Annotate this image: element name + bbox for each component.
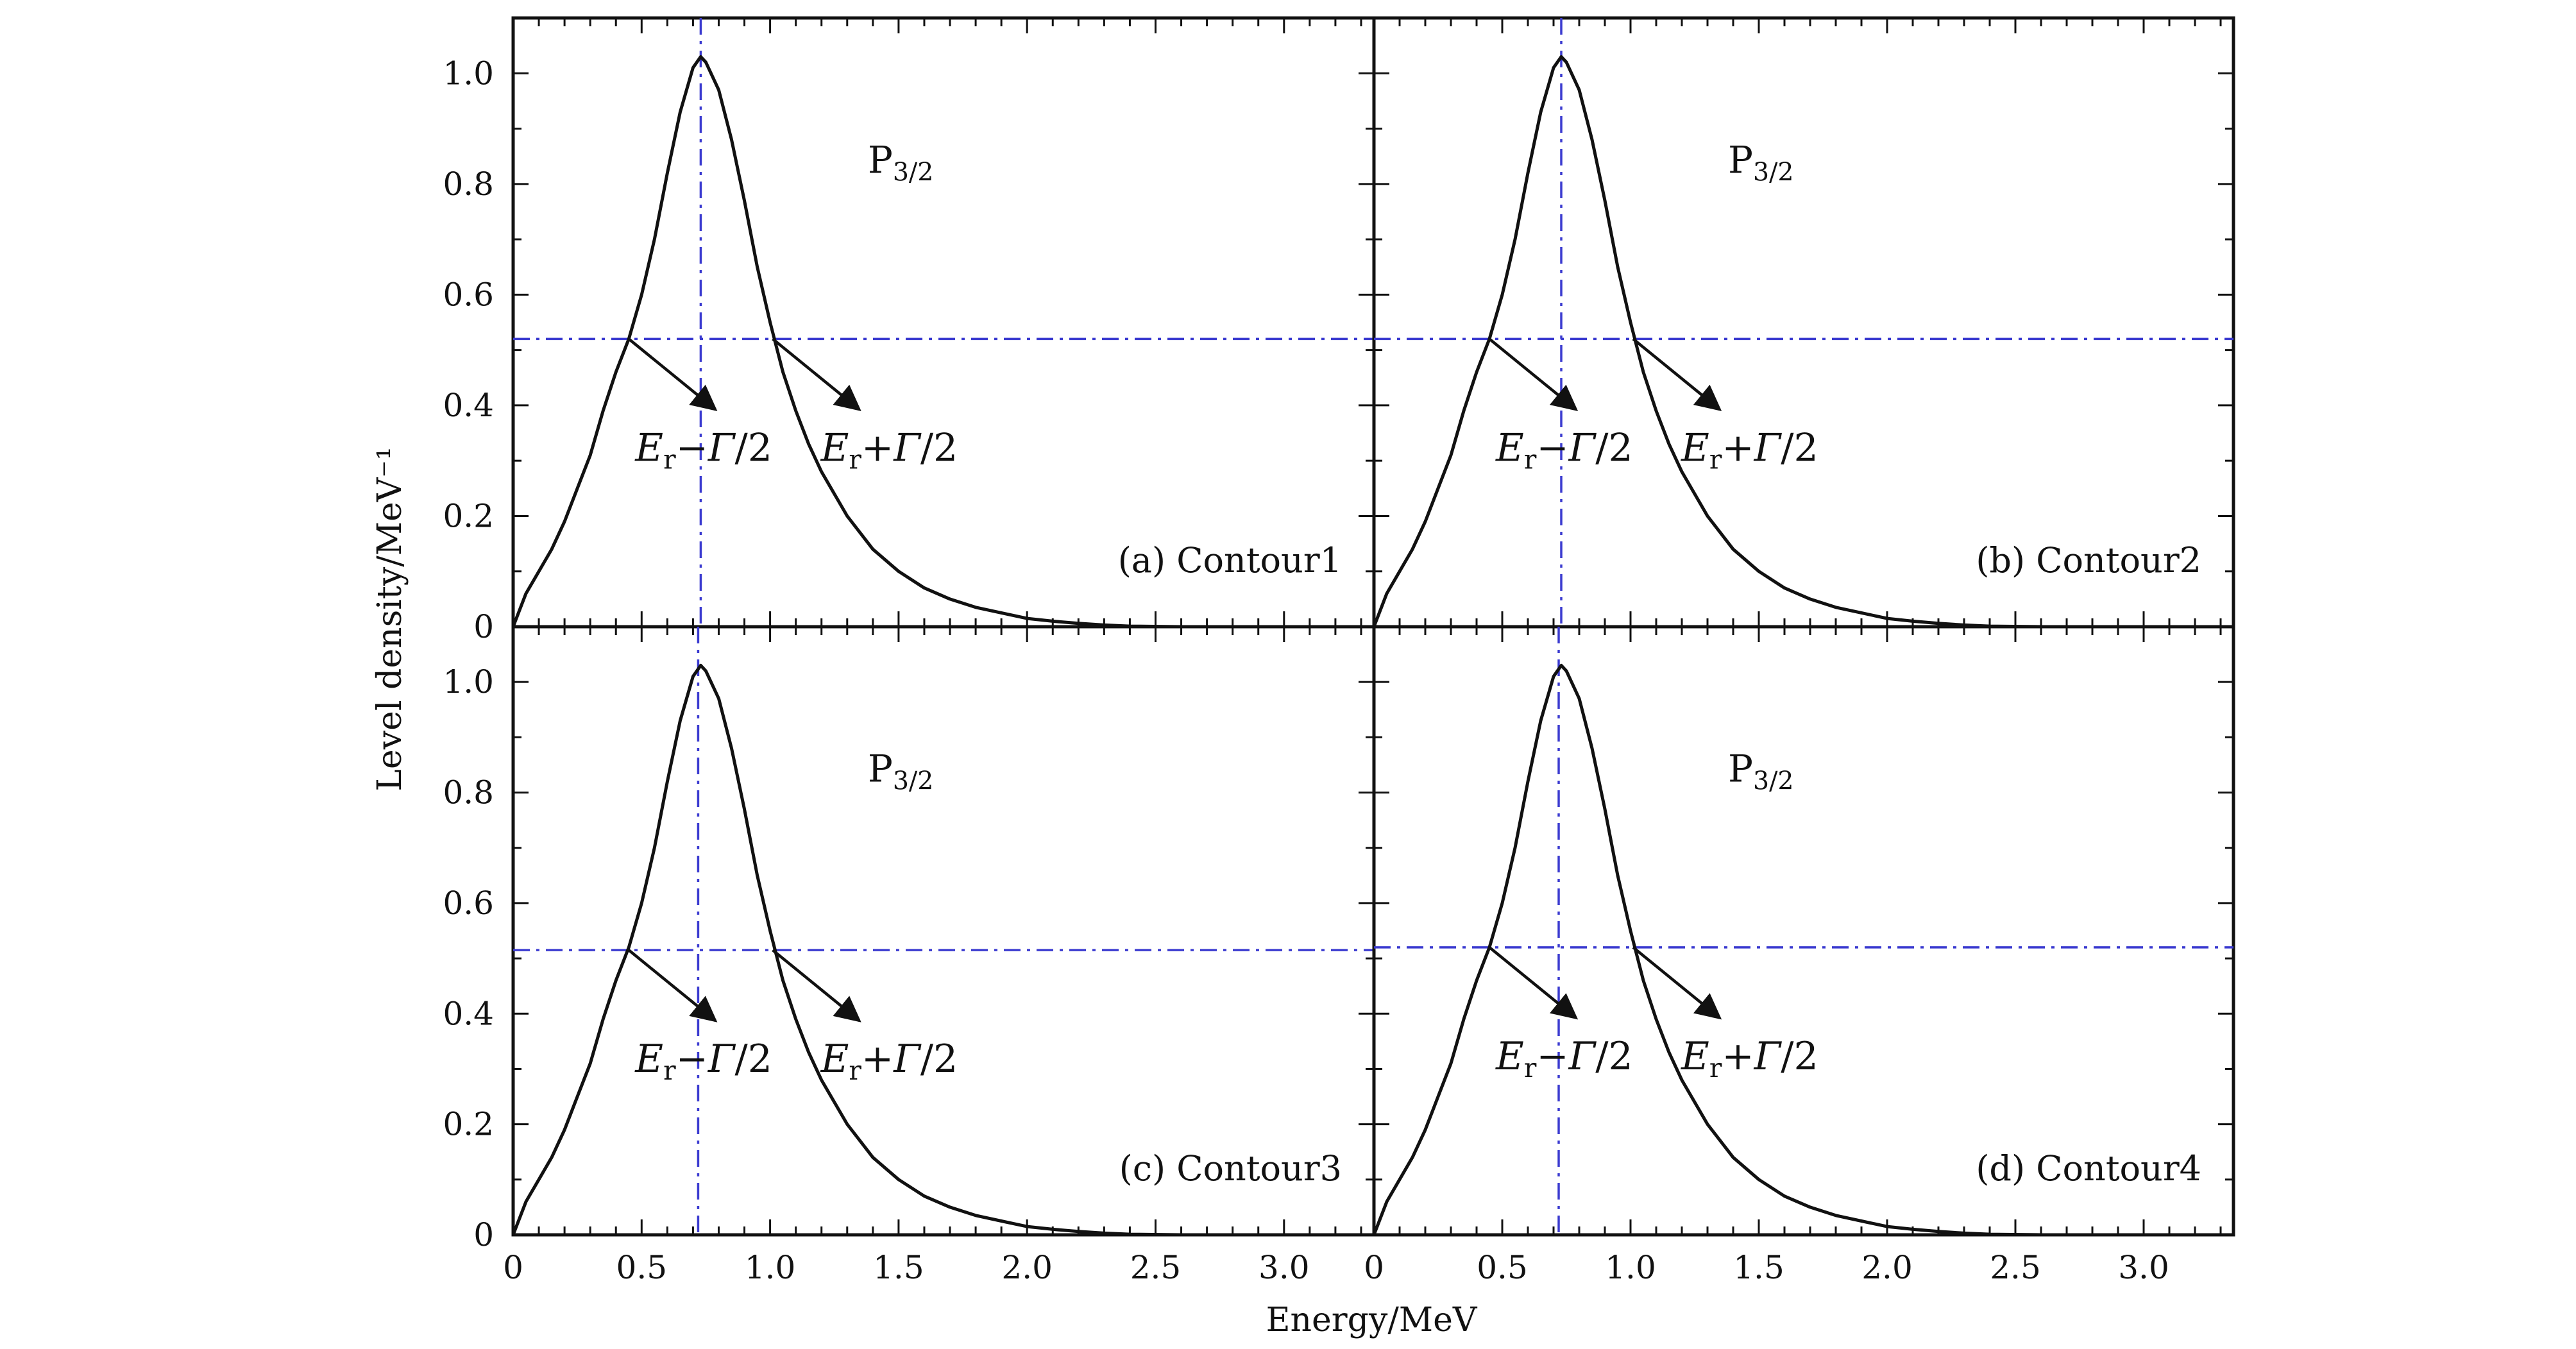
x-tick-label: 1.0 bbox=[1605, 1249, 1656, 1286]
x-tick-label: 1.0 bbox=[745, 1249, 796, 1286]
annotation-left: Er−Γ/2 bbox=[634, 1037, 772, 1086]
level-density-curve bbox=[511, 55, 1374, 629]
panel-label: (a) Contour1 bbox=[1118, 540, 1342, 581]
panel-label: (b) Contour2 bbox=[1976, 540, 2201, 581]
arrow-right bbox=[1632, 337, 1722, 411]
y-tick-label: 0.8 bbox=[443, 165, 494, 203]
x-tick-label: 0.5 bbox=[1477, 1249, 1528, 1286]
arrow-left bbox=[627, 337, 718, 411]
annotation-right: Er+Γ/2 bbox=[1681, 425, 1818, 475]
x-axis-title: Energy/MeV bbox=[1266, 1301, 1478, 1339]
y-tick-label: 1.0 bbox=[443, 663, 494, 700]
panel-frame bbox=[1372, 625, 2235, 1237]
y-tick-label: 0 bbox=[473, 608, 494, 645]
level-density-curve bbox=[1372, 663, 2233, 1237]
arrow-left bbox=[627, 949, 718, 1022]
state-label: P3/2 bbox=[868, 139, 933, 187]
x-tick-label: 3.0 bbox=[2118, 1249, 2169, 1286]
x-tick-label: 3.0 bbox=[1258, 1249, 1310, 1286]
annotation-right: Er+Γ/2 bbox=[820, 425, 958, 475]
state-label: P3/2 bbox=[1728, 747, 1793, 795]
annotation-left: Er−Γ/2 bbox=[634, 425, 772, 475]
x-tick-label: 1.5 bbox=[873, 1249, 924, 1286]
panel-a: 0 0.2 0.4 0.6 0.8 1.0 Er−Γ/2 Er+Γ/2 P3/2 (a) Cont… bbox=[443, 16, 1376, 645]
arrow-right bbox=[772, 337, 861, 411]
arrow-left bbox=[1488, 946, 1579, 1020]
annotation-left: Er−Γ/2 bbox=[1495, 425, 1633, 475]
y-tick-label: 0 bbox=[473, 1216, 494, 1253]
x-tick-label: 2.0 bbox=[1001, 1249, 1053, 1286]
x-tick-label: 0.5 bbox=[616, 1249, 668, 1286]
state-label: P3/2 bbox=[868, 747, 933, 795]
y-tick-label: 1.0 bbox=[443, 55, 494, 92]
arrow-left bbox=[1488, 337, 1579, 411]
panels-layer: 0 0.2 0.4 0.6 0.8 1.0 Er−Γ/2 Er+Γ/2 P3/2 (a) Cont… bbox=[443, 16, 2235, 1286]
arrow-right bbox=[1632, 946, 1722, 1020]
y-tick-label: 0.2 bbox=[443, 497, 494, 534]
annotation-left: Er−Γ/2 bbox=[1495, 1034, 1633, 1083]
x-tick-label: 2.0 bbox=[1861, 1249, 1913, 1286]
panel-d: 0 0.5 1.0 1.5 2.0 2.5 3.0 Er−Γ/2 Er+Γ/2 P3/2 (d) C… bbox=[1364, 625, 2235, 1286]
y-axis-title: Level density/MeV⁻¹ bbox=[371, 446, 409, 791]
x-tick-label: 0 bbox=[503, 1249, 523, 1286]
state-label: P3/2 bbox=[1728, 139, 1793, 187]
panel-frame bbox=[1372, 16, 2235, 629]
y-tick-label: 0.8 bbox=[443, 774, 494, 811]
level-density-curve bbox=[1372, 55, 2233, 629]
panel-frame bbox=[511, 16, 1376, 629]
x-tick-label: 1.5 bbox=[1733, 1249, 1784, 1286]
annotation-right: Er+Γ/2 bbox=[820, 1037, 958, 1086]
arrow-right bbox=[772, 949, 861, 1022]
y-tick-label: 0.6 bbox=[443, 276, 494, 313]
x-tick-label: 2.5 bbox=[1130, 1249, 1182, 1286]
y-tick-label: 0.4 bbox=[443, 387, 494, 424]
y-tick-label: 0.6 bbox=[443, 885, 494, 922]
y-tick-label: 0.4 bbox=[443, 995, 494, 1032]
level-density-curve bbox=[511, 663, 1374, 1237]
annotation-right: Er+Γ/2 bbox=[1681, 1034, 1818, 1083]
panel-frame bbox=[511, 625, 1376, 1237]
x-tick-label: 2.5 bbox=[1990, 1249, 2041, 1286]
y-tick-label: 0.2 bbox=[443, 1106, 494, 1143]
panel-label: (d) Contour4 bbox=[1976, 1148, 2201, 1189]
x-tick-label: 0 bbox=[1364, 1249, 1384, 1286]
panel-b: Er−Γ/2 Er+Γ/2 P3/2 (b) Contour2 bbox=[1372, 16, 2235, 629]
panel-c: 0 0.5 1.0 1.5 2.0 2.5 3.0 0 0.2 0.4 0.6 0.8 1.0 Er−Γ/… bbox=[443, 625, 1376, 1286]
panel-label: (c) Contour3 bbox=[1119, 1148, 1342, 1189]
